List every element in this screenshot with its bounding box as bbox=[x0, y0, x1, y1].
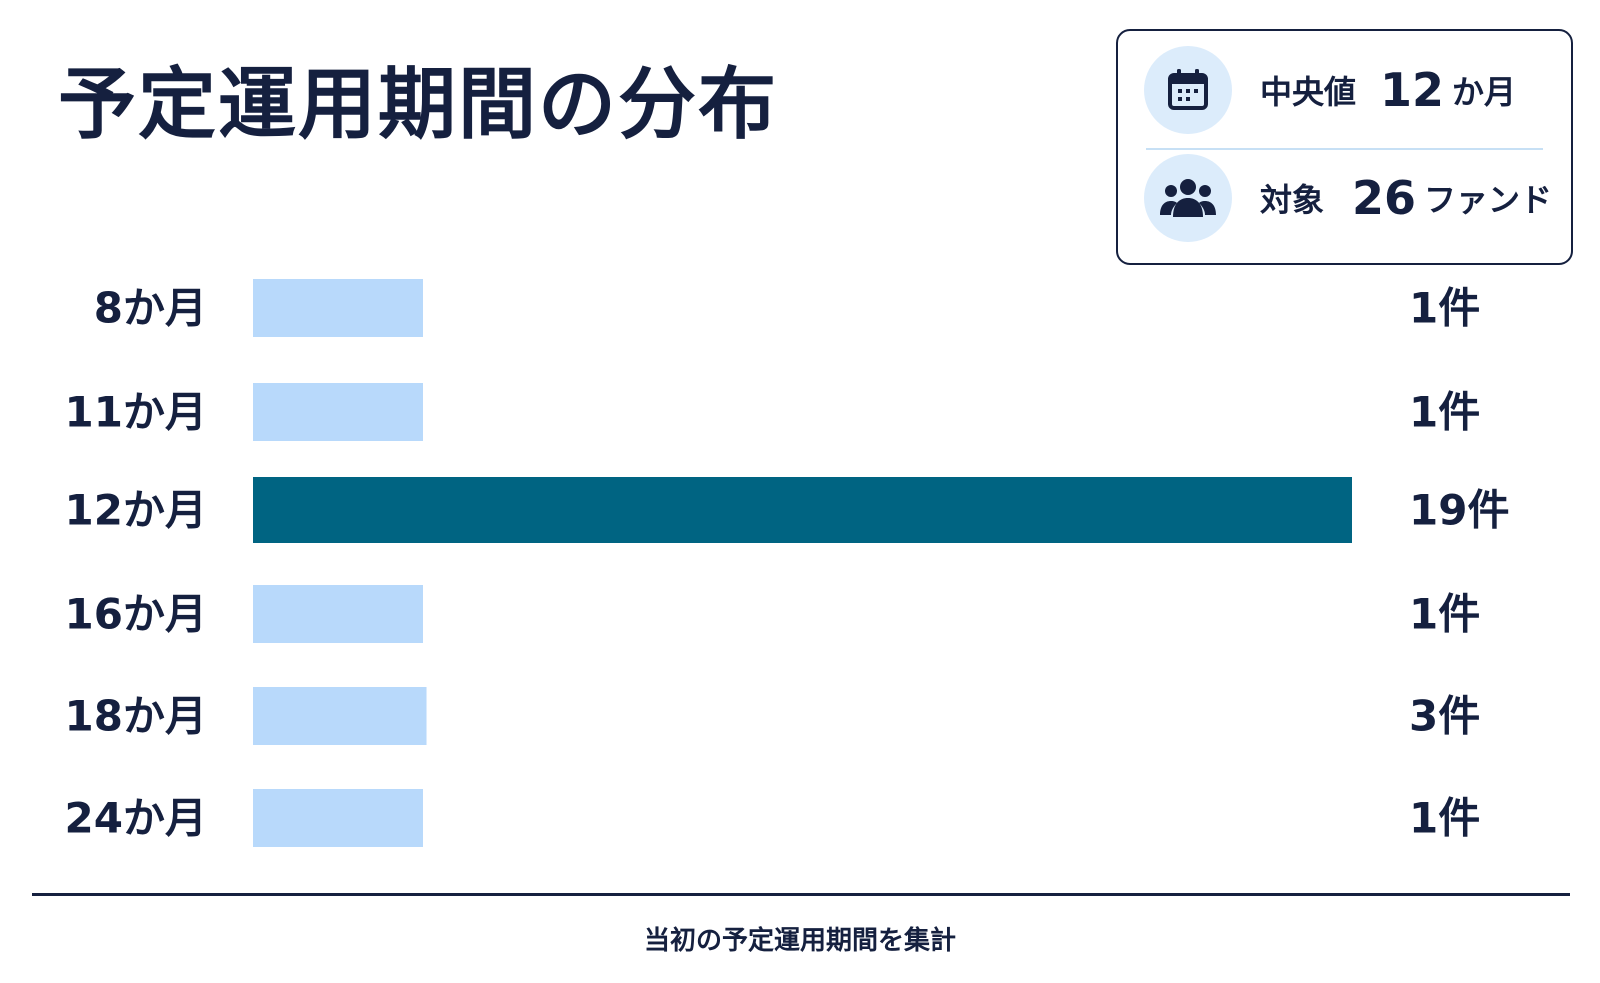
count-stat: 対象 26 ファンド bbox=[1118, 143, 1571, 253]
category-label: 12か月 bbox=[65, 486, 207, 535]
category-label: 18か月 bbox=[65, 692, 207, 741]
bar-highlighted bbox=[253, 477, 1352, 543]
value-label: 1件 bbox=[1409, 388, 1480, 437]
value-label: 3件 bbox=[1409, 692, 1480, 741]
footnote: 当初の予定運用期間を集計 bbox=[643, 926, 956, 956]
median-unit: か月 bbox=[1452, 73, 1517, 111]
bar bbox=[253, 687, 427, 745]
median-value: 12 bbox=[1380, 63, 1445, 117]
bar bbox=[253, 789, 423, 847]
count-unit: ファンド bbox=[1424, 181, 1553, 219]
bar bbox=[253, 383, 423, 441]
count-value: 26 bbox=[1352, 171, 1417, 225]
bar bbox=[253, 585, 423, 643]
bar bbox=[253, 279, 423, 337]
stats-divider bbox=[1146, 148, 1543, 150]
category-label: 24か月 bbox=[65, 794, 207, 843]
value-label: 19件 bbox=[1409, 486, 1509, 535]
stats-card: 中央値 12 か月 対象 26 ファンド bbox=[1116, 29, 1573, 265]
value-label: 1件 bbox=[1409, 794, 1480, 843]
category-label: 16か月 bbox=[65, 590, 207, 639]
category-label: 11か月 bbox=[65, 388, 207, 437]
count-label: 対象 bbox=[1260, 181, 1325, 219]
calendar-icon bbox=[1144, 46, 1232, 134]
value-label: 1件 bbox=[1409, 284, 1480, 333]
people-icon bbox=[1144, 154, 1232, 242]
category-label: 8か月 bbox=[94, 284, 207, 333]
median-stat: 中央値 12 か月 bbox=[1118, 35, 1571, 145]
page-title: 予定運用期間の分布 bbox=[58, 60, 779, 150]
median-label: 中央値 bbox=[1260, 73, 1357, 111]
value-label: 1件 bbox=[1409, 590, 1480, 639]
chart-baseline bbox=[32, 893, 1570, 896]
